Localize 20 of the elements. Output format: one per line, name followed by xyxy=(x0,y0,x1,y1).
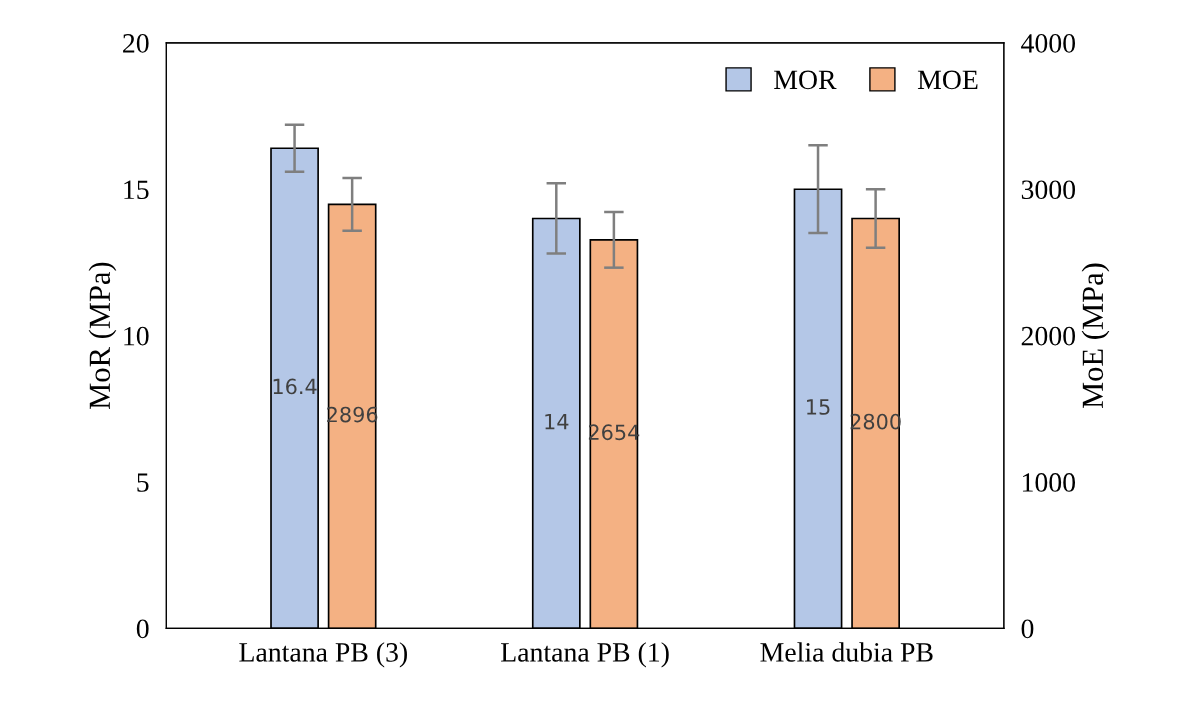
y-tick-label: 5 xyxy=(137,473,149,492)
y2-tick-label: 0 xyxy=(1021,619,1034,639)
y2-tick-label: 4000 xyxy=(1021,34,1076,53)
y2-tick-label: 3000 xyxy=(1021,180,1076,200)
legend-label: MOR xyxy=(774,70,837,90)
data-label: 14 xyxy=(545,413,569,430)
y2-axis-title: MoE (MPa) xyxy=(1081,263,1110,409)
x-tick-label: Melia dubia PB xyxy=(760,642,933,662)
y2-tick-label: 1000 xyxy=(1022,473,1076,492)
data-label: 16.4 xyxy=(273,378,317,395)
data-label: 15 xyxy=(807,399,830,415)
x-tick-label: Lantana PB (1) xyxy=(501,642,669,668)
legend-label: MOE xyxy=(917,70,978,90)
y-tick-label: 20 xyxy=(123,34,149,53)
y-tick-label: 15 xyxy=(124,180,149,200)
y-tick-label: 0 xyxy=(136,619,149,639)
x-tick-label: Lantana PB (3) xyxy=(239,642,407,668)
y-axis-title: MoR (MPa) xyxy=(88,262,117,409)
y-tick-label: 10 xyxy=(124,326,149,346)
y2-tick-label: 2000 xyxy=(1021,326,1076,346)
